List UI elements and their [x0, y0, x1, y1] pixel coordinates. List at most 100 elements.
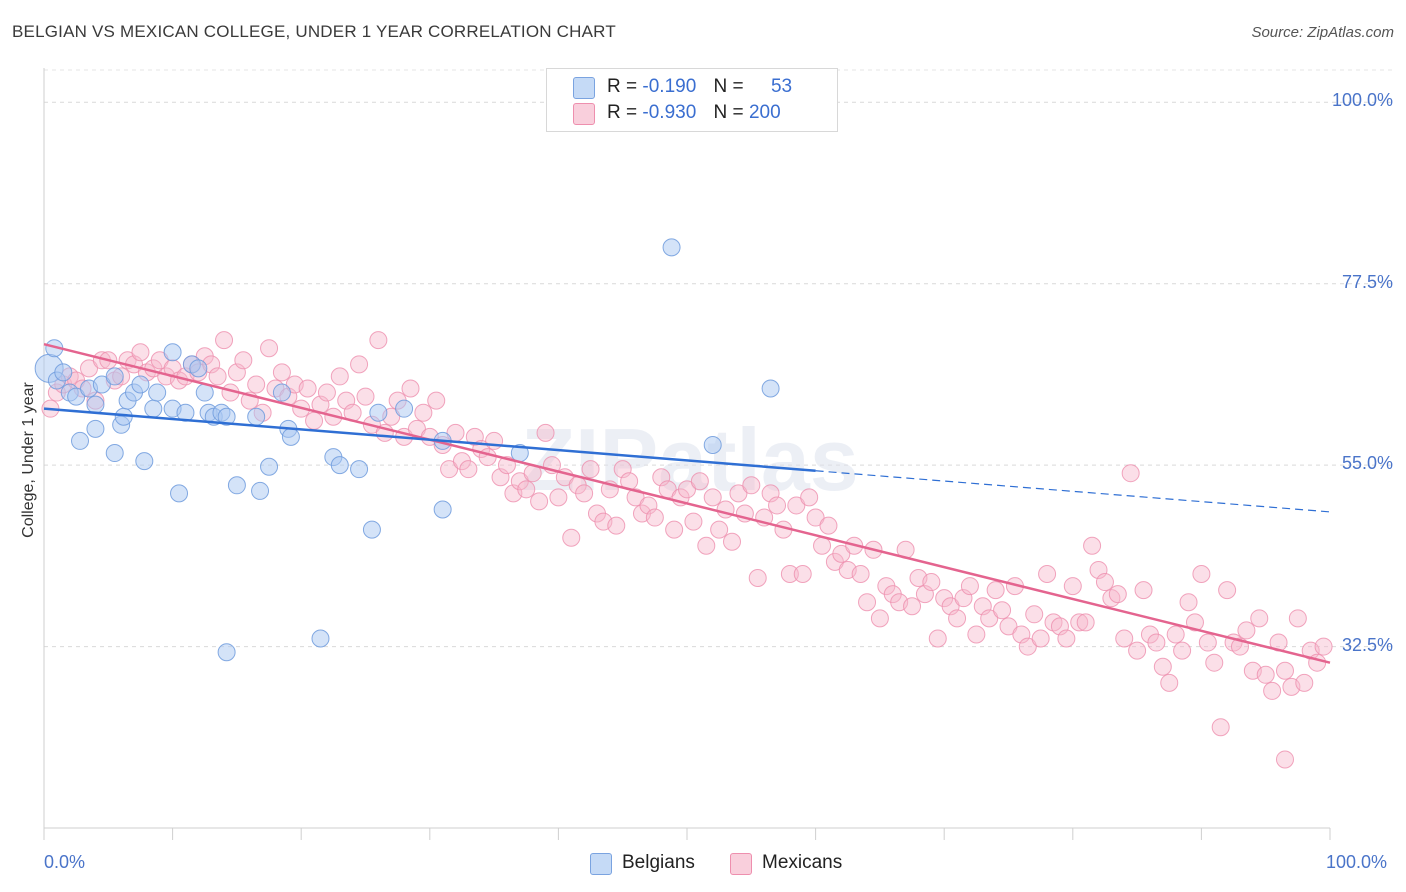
mexicans-point-119	[806, 508, 825, 527]
mexicans-point-58	[414, 403, 433, 422]
belgians-point-35	[251, 481, 270, 500]
y-tick-label-2: 55.0%	[1341, 453, 1393, 474]
belgians-point-18	[135, 452, 154, 471]
mexicans-point-137	[922, 573, 941, 592]
trend-lines	[43, 342, 1331, 664]
mexicans-point-161	[1076, 613, 1095, 632]
mexicans-legend-label: Mexicans	[762, 852, 843, 873]
mexicans-r-label: R =	[607, 102, 638, 123]
mexicans-point-182	[1211, 718, 1230, 737]
belgians-points	[34, 238, 780, 662]
belgians-point-40	[311, 629, 330, 648]
mexicans-point-43	[317, 383, 336, 402]
mexicans-n-label: N =	[713, 102, 744, 123]
mexicans-point-30	[234, 351, 253, 370]
mexicans-point-45	[330, 367, 349, 386]
mexicans-point-65	[459, 460, 478, 479]
belgians-point-34	[247, 407, 266, 426]
belgians-point-52	[761, 379, 780, 398]
mexicans-point-102	[697, 536, 716, 555]
mexicans-point-27	[215, 331, 234, 350]
mexicans-point-84	[581, 460, 600, 479]
mexicans-point-154	[1031, 629, 1050, 648]
mexicans-point-113	[768, 496, 787, 515]
mexicans-point-158	[1057, 629, 1076, 648]
mexicans-point-199	[1275, 750, 1294, 769]
x-tick-label-max: 100.0%	[1326, 852, 1388, 872]
mexicans-point-99	[678, 480, 696, 499]
belgians-point-17	[131, 375, 150, 394]
mexicans-point-146	[980, 609, 999, 628]
series-legend: Belgians Mexicans	[0, 852, 1406, 878]
x-tick-label-min: 0.0%	[44, 852, 86, 872]
mexicans-point-123	[832, 544, 851, 563]
mexicans-point-115	[780, 564, 799, 583]
belgians-point-3	[54, 363, 73, 382]
belgians-point-26	[189, 359, 208, 378]
belgians-point-47	[433, 500, 452, 519]
belgians-point-10	[92, 375, 111, 394]
mexicans-point-14	[131, 343, 150, 362]
mexicans-point-74	[517, 480, 536, 499]
mexicans-point-88	[607, 516, 626, 535]
mexicans-point-192	[1275, 661, 1294, 680]
belgians-point-51	[703, 435, 722, 454]
belgians-point-32	[217, 643, 236, 662]
belgians-point-21	[163, 343, 182, 362]
mexicans-point-159	[1063, 577, 1082, 596]
mexicans-r-value: -0.930	[642, 102, 697, 123]
mexicans-point-162	[1083, 536, 1102, 555]
mexicans-point-34	[260, 339, 279, 358]
belgians-point-45	[369, 403, 388, 422]
mexicans-point-17	[150, 351, 169, 370]
mexicans-point-91	[626, 488, 645, 507]
mexicans-point-189	[1256, 665, 1275, 684]
mexicans-point-83	[575, 484, 594, 503]
belgians-point-9	[86, 419, 105, 438]
belgians-legend-label: Belgians	[622, 852, 695, 873]
belgians-point-12	[105, 444, 124, 463]
mexicans-point-100	[684, 512, 703, 531]
mexicans-points	[41, 331, 1333, 769]
belgians-trend-extension	[815, 470, 1331, 513]
mexicans-point-101	[690, 472, 709, 491]
mexicans-point-147	[986, 581, 1005, 600]
mexicans-point-116	[787, 496, 806, 515]
belgians-point-46	[395, 399, 414, 418]
mexicans-point-141	[948, 609, 967, 628]
mexicans-point-178	[1185, 613, 1204, 632]
mexicans-point-129	[870, 609, 889, 628]
belgians-point-50	[662, 238, 681, 257]
mexicans-point-62	[440, 460, 459, 479]
belgians-swatch	[573, 77, 595, 99]
belgians-trend-line	[43, 407, 816, 473]
mexicans-point-197	[1308, 653, 1327, 672]
mexicans-point-177	[1179, 593, 1198, 612]
mexicans-point-166	[1108, 585, 1127, 604]
mexicans-point-76	[530, 492, 549, 511]
mexicans-point-60	[427, 391, 446, 410]
mexicans-point-134	[903, 597, 922, 616]
mexicans-point-68	[478, 448, 497, 467]
y-tick-label-0: 100.0%	[1331, 90, 1393, 111]
mexicans-point-56	[401, 379, 420, 398]
mexicans-point-190	[1263, 681, 1282, 700]
chart-title: BELGIAN VS MEXICAN COLLEGE, UNDER 1 YEAR…	[12, 22, 616, 41]
mexicans-point-79	[549, 488, 568, 507]
belgians-point-19	[144, 399, 163, 418]
mexicans-point-127	[858, 593, 877, 612]
mexicans-point-176	[1173, 641, 1192, 660]
mexicans-point-107	[729, 484, 748, 503]
belgians-n-value: 53	[770, 76, 793, 97]
mexicans-point-41	[305, 411, 324, 430]
belgians-r-label: R =	[607, 76, 638, 97]
mexicans-point-174	[1160, 673, 1179, 692]
mexicans-point-81	[562, 528, 581, 547]
belgians-point-6	[71, 431, 90, 450]
mexicans-legend-swatch	[730, 853, 752, 875]
mexicans-point-118	[800, 488, 819, 507]
mexicans-point-94	[645, 508, 664, 527]
mexicans-point-106	[723, 532, 742, 551]
mexicans-point-170	[1134, 581, 1153, 600]
y-tick-label-3: 32.5%	[1341, 634, 1393, 655]
